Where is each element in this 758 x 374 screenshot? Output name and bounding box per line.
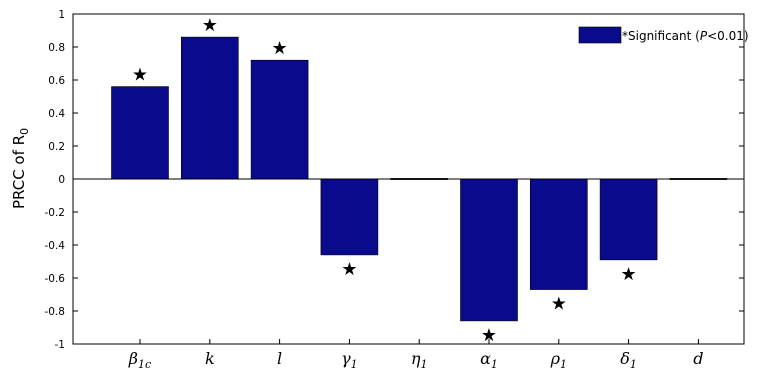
x-tick-label: η1 (411, 349, 428, 371)
y-tick-label: 0.6 (48, 75, 65, 87)
y-tick-label: -0.4 (45, 240, 66, 252)
legend-swatch (578, 26, 622, 44)
significance-star: ★ (202, 15, 218, 36)
bar (181, 36, 239, 180)
bar (599, 178, 658, 261)
significance-star: ★ (551, 294, 567, 315)
x-tick-label: γ1 (341, 349, 358, 371)
x-tick-labels: β1c k l γ1 η1 α1 ρ1 δ1 d (128, 339, 704, 371)
plot-frame (72, 13, 745, 345)
bar (111, 86, 169, 180)
x-tick-label: α1 (480, 349, 498, 371)
significance-star: ★ (272, 38, 288, 59)
y-tick-label: -1 (55, 339, 65, 351)
y-tick-label: -0.6 (45, 273, 66, 285)
legend-suffix: <0.01) (707, 29, 748, 43)
x-tick-label: d (693, 349, 703, 368)
bar (460, 178, 518, 322)
bar (320, 178, 379, 256)
y-axis-title-subscript: 0 (18, 128, 31, 135)
bars (111, 36, 728, 322)
legend-prefix: *Significant ( (622, 29, 700, 43)
significance-star: ★ (132, 65, 148, 86)
significance-star: ★ (481, 325, 497, 346)
y-tick-label: 1 (58, 9, 65, 21)
y-axis-title: PRCC of R0 (10, 128, 31, 209)
y-tick-label: 0.2 (48, 141, 65, 153)
y-tick-label: 0.4 (48, 108, 65, 120)
y-tick-labels: -1 -0.8 -0.6 -0.4 -0.2 0 0.2 0.4 0.6 0.8 1 (45, 9, 66, 351)
legend-p-symbol: P (700, 29, 708, 43)
y-tick-label: 0.8 (48, 42, 65, 54)
x-tick-label: ρ1 (550, 349, 567, 371)
significance-stars: ★ ★ ★ ★ ★ ★ ★ (132, 15, 637, 346)
bar (529, 178, 588, 290)
x-tick-label: δ1 (620, 349, 637, 371)
significance-star: ★ (341, 259, 357, 280)
y-tick-label: -0.8 (45, 306, 66, 318)
bar (250, 59, 309, 180)
x-tick-label: k (205, 349, 215, 368)
legend: *Significant (P<0.01) (578, 26, 749, 44)
y-axis-title-text: PRCC of R (10, 135, 28, 209)
y-tick-label: -0.2 (45, 207, 66, 219)
y-tick-label: 0 (58, 174, 65, 186)
x-tick-label: β1c (128, 349, 151, 371)
x-tick-label: l (277, 349, 282, 368)
significance-star: ★ (621, 264, 637, 285)
legend-label: *Significant (P<0.01) (622, 29, 749, 43)
